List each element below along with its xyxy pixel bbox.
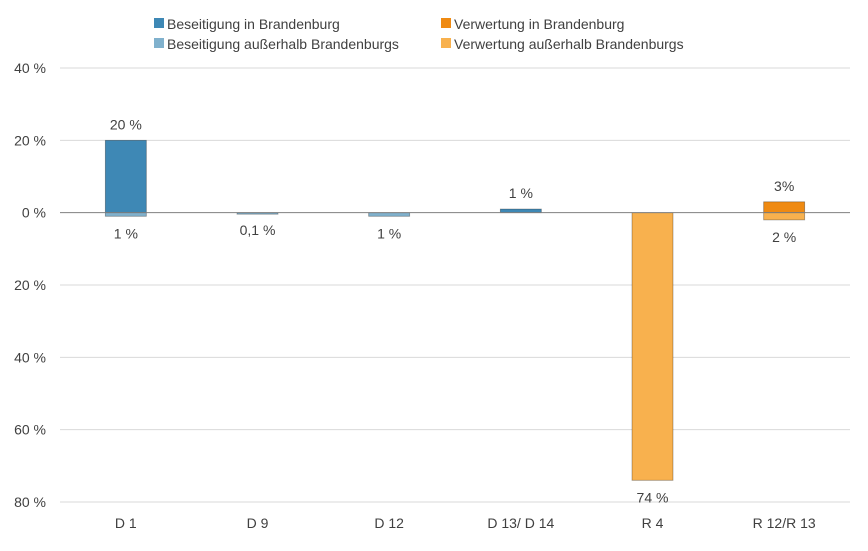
- y-axis-tick-labels: 40 % 20 % 0 % 20 % 40 % 60 % 80 %: [14, 60, 46, 510]
- category-label: D 13/ D 14: [487, 515, 554, 531]
- y-tick-label: 60 %: [14, 422, 46, 438]
- data-label-below: 2 %: [772, 229, 796, 245]
- y-tick-label: 20 %: [14, 132, 46, 148]
- legend-swatch: [441, 38, 451, 48]
- y-tick-label: 0 %: [22, 205, 46, 221]
- data-label-above: 20 %: [110, 116, 142, 132]
- y-tick-label: 40 %: [14, 349, 46, 365]
- data-label-below: 0,1 %: [240, 222, 276, 238]
- bar-verwertung-in-brandenburg-5: [763, 201, 806, 214]
- bars: [104, 139, 806, 481]
- bar-beseitigung-in-brandenburg-3: [499, 208, 542, 214]
- category-label: D 12: [374, 515, 404, 531]
- y-tick-label: 80 %: [14, 494, 46, 510]
- bar-verwertung-au-erhalb-brandenburgs-5: [763, 212, 806, 221]
- category-label: D 1: [115, 515, 137, 531]
- data-label-above: 1 %: [509, 185, 533, 201]
- legend-swatch: [154, 38, 164, 48]
- legend-entry: Beseitigung außerhalb Brandenburgs: [167, 36, 399, 52]
- data-label-below: 1 %: [377, 225, 401, 241]
- bar-verwertung-au-erhalb-brandenburgs-4: [631, 212, 674, 481]
- category-label: D 9: [247, 515, 269, 531]
- y-tick-label: 20 %: [14, 277, 46, 293]
- data-label-below: 74 %: [637, 489, 669, 505]
- bar-beseitigung-au-erhalb-brandenburgs-0: [104, 212, 147, 217]
- legend-entry: Verwertung außerhalb Brandenburgs: [454, 36, 684, 52]
- legend-entry: Beseitigung in Brandenburg: [167, 16, 340, 32]
- legend-swatch: [441, 18, 451, 28]
- legend-swatch: [154, 18, 164, 28]
- bar-beseitigung-au-erhalb-brandenburgs-2: [368, 212, 411, 217]
- category-label: R 12/R 13: [753, 515, 816, 531]
- data-label-above: 3%: [774, 178, 794, 194]
- data-labels: 20 % 1 % 0,1 % 1 % 1 % 74 % 3% 2 %: [110, 116, 796, 505]
- category-label: R 4: [642, 515, 664, 531]
- legend: Beseitigung in Brandenburg Verwertung in …: [154, 16, 684, 52]
- bar-beseitigung-in-brandenburg-0: [104, 139, 147, 214]
- gridlines: [60, 67, 850, 503]
- y-tick-label: 40 %: [14, 60, 46, 76]
- legend-entry: Verwertung in Brandenburg: [454, 16, 624, 32]
- x-axis-category-labels: D 1 D 9 D 12 D 13/ D 14 R 4 R 12/R 13: [115, 515, 816, 531]
- data-label-below: 1 %: [114, 225, 138, 241]
